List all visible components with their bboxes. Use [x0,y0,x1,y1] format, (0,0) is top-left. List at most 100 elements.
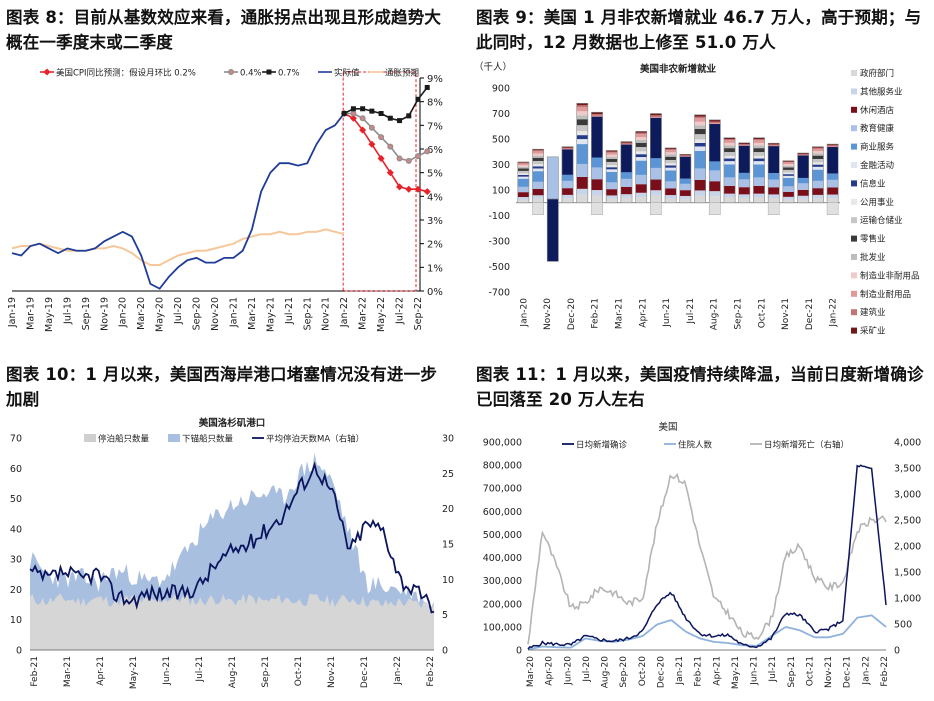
x-tick-label: Sep-21 [733,298,743,330]
bar-segment [517,192,529,198]
x-tick-label: Nov-21 [781,298,791,330]
bar-segment [517,168,529,171]
bar [576,102,589,204]
y-right-tick-label: 30 [442,434,454,445]
chart-title: 美国洛杉矶港口 [198,417,266,429]
bar-segment [782,199,795,203]
forecast-point [423,188,431,196]
x-tick-label: Jun-21 [750,656,760,686]
bar-segment [812,194,824,199]
bar-segment [517,162,529,164]
legend-label: 住院人数 [678,440,713,451]
bar-segment [723,148,736,153]
bar-segment [812,155,824,159]
forecast-point [405,157,412,164]
x-tick-label: Jul-21 [284,297,295,325]
bar [517,161,530,204]
bar-segment [694,142,706,147]
bar-segment [768,179,780,188]
y-right-tick-label: 1,500 [894,568,921,579]
bar-segment [797,155,809,178]
bar-segment [532,151,544,154]
legend-label: 政府部门 [860,68,894,79]
bar-segment [665,147,677,150]
bar-segment [723,185,736,194]
chart-nfp: （千人） 美国非农新增就业 900 700 500 300 100 -100 -300 -500 -… [474,61,920,337]
forecast-box [342,71,417,292]
x-tick-label: Mar-19 [25,297,36,330]
bar-segment [635,131,647,133]
bar-segment [620,186,633,195]
legend-swatch [851,309,857,316]
bar-segment [827,144,839,146]
x-tick-label: Jul-21 [686,298,696,325]
x-tick-label: Nov-20 [543,298,553,330]
y-tick-label: 4% [427,192,443,203]
forecast-point [350,110,357,117]
bar-segment [812,146,824,148]
bar-segment [768,187,780,195]
bar-segment [738,167,750,180]
x-tick-label: Nov-21 [321,297,332,331]
legend-swatch [851,70,857,76]
bar-segment [738,194,750,198]
legend-label: 批发业 [860,252,886,263]
legend-marker [228,69,234,75]
bar-segment [782,191,795,197]
bar-segment [517,163,529,166]
series-berthed-area [30,593,434,650]
x-tick-label: Aug-20 [601,656,611,689]
legend-swatch [851,327,857,334]
legend-label: 实际值 [334,68,360,79]
y-left-tick-label: 30 [10,555,22,566]
bar-segment [576,119,588,126]
x-tick-label: Jan-22 [861,656,871,686]
bar-segment [665,156,677,160]
y-tick-label: 5% [427,169,443,180]
legend-swatch [851,143,857,150]
bar-segment [591,116,603,158]
x-tick-label: Aug-21 [710,298,720,330]
y-tick-label: 900 [492,84,510,95]
forecast-point [396,155,403,162]
bar-segment [782,175,795,178]
chart-port: 0 10 20 30 40 50 60 70 0 5 10 15 20 25 30 Feb-21 Mar-21 A… [10,417,454,689]
bar-segment [694,118,706,122]
bar-outline [782,160,795,204]
bar-segment [532,155,544,158]
bar-segment [723,158,736,162]
bar-segment [650,179,662,191]
x-tick-label: May-19 [44,297,55,332]
bar-segment [532,166,544,169]
x-tick-label: Apr-20 [545,656,555,686]
bar-negative-segment [650,202,662,215]
bar-segment [782,161,795,163]
bar-segment [812,198,824,203]
bar-outline [753,137,765,204]
x-tick-label: Mar-20 [526,656,536,687]
bar-segment [635,134,647,138]
bar-segment [532,168,544,172]
x-tick-label: Jan-20 [118,297,129,328]
bar-segment [782,160,795,162]
title-line-2: 已回落至 20 万人左右 [476,390,645,409]
bar-segment [679,174,691,184]
x-tick-label: Sep-21 [302,297,313,330]
bar-segment [606,182,618,190]
bar [561,146,574,204]
bar [650,113,662,215]
legend-swatch [851,180,857,187]
bar-segment [532,181,544,189]
x-tick-label: Jan-22 [339,297,350,328]
bar-segment [723,161,736,165]
bar-segment [576,144,588,164]
bar-segment [694,146,706,151]
y-right-tick-label: 25 [442,469,454,480]
bar-segment [694,190,706,196]
x-tick-label: Jun-21 [162,656,172,686]
bar-segment [620,197,633,203]
bar-segment [738,197,750,203]
bar-segment [532,198,544,203]
bar-segment [679,190,691,196]
bar-segment [723,137,736,140]
